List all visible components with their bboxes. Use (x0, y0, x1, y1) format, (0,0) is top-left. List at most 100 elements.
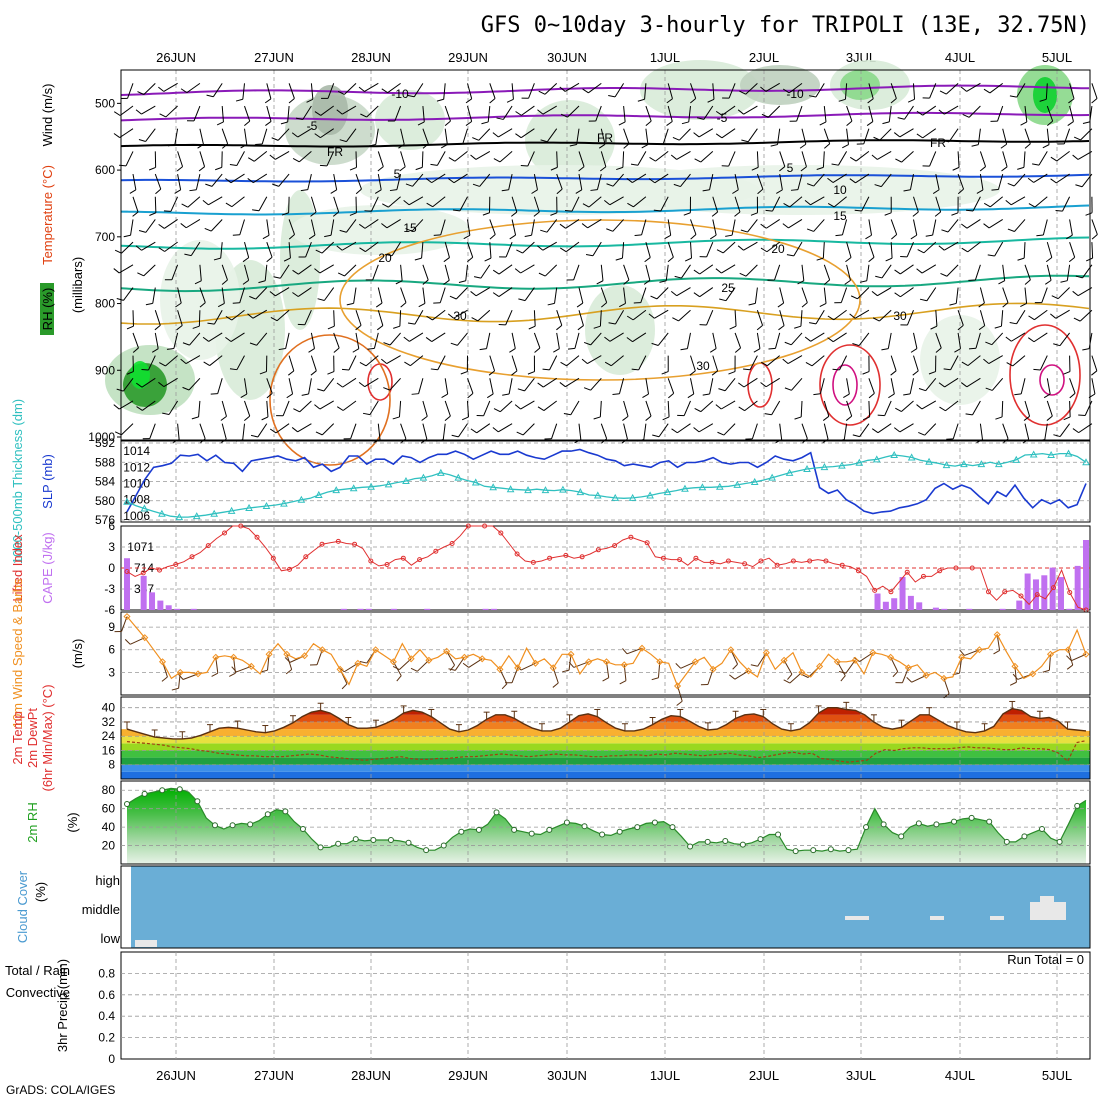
upper-barb-3-13 (188, 377, 201, 391)
lifted-marker-26 (335, 538, 341, 544)
upper-barb-29-10 (779, 310, 785, 326)
upper-barb-40-10-feather (1009, 321, 1017, 325)
upper-barb-23-8-feather (643, 279, 651, 285)
upper-barb-14-8 (444, 264, 450, 281)
upper-barb-9-6 (330, 219, 335, 236)
upper-barb-42-9 (1057, 287, 1070, 300)
upper-barb-15-13-feather (467, 392, 474, 399)
contour-label-0: -10 (391, 87, 409, 101)
upper-barb-32-14-feather (845, 415, 853, 421)
upper-barb-28-13-feather (738, 382, 745, 388)
upper-barb-25-8 (681, 264, 691, 279)
thickness-marker-18 (280, 499, 288, 507)
wind10-barb-76-feather (783, 679, 791, 684)
upper-barb-39-8-feather (998, 280, 1005, 285)
lifted-marker-94 (888, 589, 894, 595)
upper-barb-38-4 (979, 174, 984, 190)
upper-barb-28-4 (756, 173, 764, 190)
upper-barb-34-9-feather (871, 290, 878, 297)
upper-barb-5-2-feather (240, 144, 248, 149)
upper-barb-43-7-feather (1085, 257, 1093, 262)
upper-barb-3-15 (199, 423, 206, 439)
wind10-barb-82 (845, 659, 856, 674)
upper-barb-31-3 (822, 151, 825, 168)
warm-contour-1 (269, 334, 391, 466)
upper-barb-40-5 (1010, 196, 1026, 206)
upper-barb-4-0-feather (206, 94, 214, 98)
upper-barb-5-1 (244, 105, 251, 122)
upper-barb-11-8 (372, 264, 379, 281)
upper-barb-10-14-feather (336, 406, 344, 411)
upper-barb-38-1-feather (962, 114, 970, 118)
upper-barb-29-4-feather (776, 189, 783, 194)
upper-barb-36-5-feather (934, 211, 941, 217)
upper-barb-40-15 (1024, 423, 1030, 440)
upper-barb-19-5-feather (550, 212, 558, 216)
wind10-barb-98-feather (993, 650, 1000, 655)
upper-barb-12-8-feather (395, 280, 403, 285)
upper-barb-11-1-feather (360, 113, 367, 118)
upper-barb-19-4 (556, 173, 563, 190)
lifted-marker-60 (612, 543, 618, 549)
upper-barb-18-10 (533, 310, 536, 327)
upper-barb-4-9 (221, 287, 225, 304)
upper-barb-13-4 (412, 173, 424, 187)
upper-barb-24-7-feather (667, 256, 674, 263)
upper-barb-4-7-feather (213, 257, 221, 261)
upper-barb-41-7-feather (1045, 257, 1053, 263)
thickness-marker-64 (681, 484, 689, 492)
upper-barb-27-14-feather (715, 404, 722, 410)
upper-barb-5-3-feather (229, 164, 237, 166)
upper-barb-19-9-feather (547, 302, 555, 306)
upper-barb-32-2-feather (842, 144, 849, 149)
upper-barb-16-9-feather (470, 291, 477, 297)
upper-barb-14-4 (431, 173, 446, 184)
upper-barb-40-11-feather (1005, 336, 1012, 342)
upper-barb-10-13 (342, 377, 357, 388)
upper-barb-14-14-feather (444, 415, 451, 421)
upper-barb-14-10 (432, 309, 446, 321)
upper-barb-0-1 (119, 105, 134, 116)
upper-barb-24-12-feather (661, 371, 669, 375)
rh-marker-22 (317, 844, 324, 851)
upper-air-frame (120, 69, 1091, 441)
lifted-marker-74 (725, 558, 731, 564)
upper-barb-12-6-feather (381, 223, 388, 229)
wind10-marker-56 (620, 661, 628, 669)
upper-barb-15-7-feather (467, 256, 474, 263)
upper-barb-24-11-feather (651, 342, 659, 346)
wind10-barb-42 (499, 669, 508, 684)
upper-barb-17-5-feather (510, 211, 518, 217)
upper-barb-24-13 (667, 378, 675, 394)
contour-5 (120, 236, 1090, 250)
upper-barb-29-8 (774, 264, 781, 281)
rh-marker-32 (405, 839, 412, 846)
upper-barb-16-15-feather (470, 428, 477, 434)
upper-barb-5-15 (242, 423, 245, 440)
lifted-marker-34 (400, 555, 406, 561)
upper-barb-8-8-feather (292, 269, 299, 275)
upper-barb-32-4-feather (827, 177, 834, 183)
lifted-marker-2 (140, 570, 146, 576)
upper-barb-16-5-feather (482, 212, 490, 216)
upper-barb-7-4 (278, 173, 290, 187)
upper-barb-34-0 (890, 83, 897, 99)
cape-bar-32 (390, 608, 397, 610)
wind10-marker-92 (940, 674, 948, 682)
upper-barb-13-14 (422, 400, 428, 417)
upper-barb-18-9 (524, 287, 535, 301)
upper-barb-12-9-feather (400, 302, 407, 308)
upper-barb-33-14 (868, 400, 871, 417)
upper-barb-21-0-feather (582, 88, 589, 94)
lifted-marker-56 (579, 554, 585, 560)
upper-barb-41-0-feather (1039, 98, 1047, 102)
upper-barb-33-14-feather (862, 416, 870, 421)
upper-barb-7-10 (276, 309, 290, 322)
upper-barb-40-3-feather (1017, 166, 1025, 170)
cape-bar-91 (882, 601, 889, 610)
upper-barb-18-8-feather (514, 268, 521, 274)
upper-barb-8-12-feather (310, 370, 317, 376)
upper-barb-20-5-feather (564, 210, 573, 212)
lifted-marker-52 (547, 555, 553, 561)
upper-barb-42-10-feather (1050, 313, 1057, 319)
